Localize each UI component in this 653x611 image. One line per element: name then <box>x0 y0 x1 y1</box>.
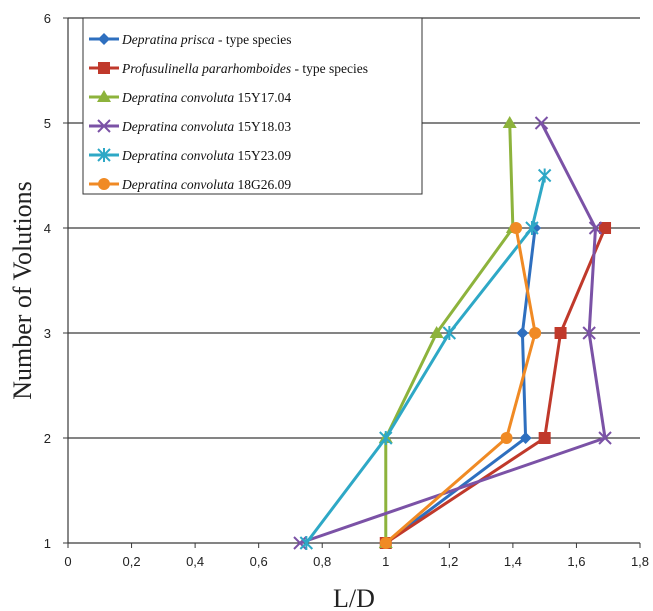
x-tick-label: 1,2 <box>440 554 458 569</box>
legend-label: Depratina convoluta 15Y18.03 <box>121 119 291 134</box>
x-tick-label: 0 <box>64 554 71 569</box>
data-point <box>299 536 314 550</box>
data-point <box>537 168 552 183</box>
legend: Depratina prisca - type species Profusuli… <box>82 17 423 195</box>
data-point <box>442 326 457 340</box>
legend-label: Depratina convoluta 15Y17.04 <box>121 90 291 105</box>
data-point <box>582 326 596 340</box>
legend-item: Profusulinella pararhomboides - type spe… <box>89 61 368 76</box>
legend-item: Depratina convoluta 15Y17.04 <box>89 90 291 105</box>
legend-item: Depratina convoluta 18G26.09 <box>89 177 291 192</box>
axes <box>63 17 641 548</box>
series-1 <box>379 222 542 549</box>
series-line <box>384 227 537 545</box>
series-group <box>293 116 612 550</box>
legend-swatch-marker <box>98 33 110 45</box>
legend-swatch-marker <box>97 148 111 162</box>
y-tick-label: 2 <box>44 431 51 446</box>
data-point <box>538 432 551 444</box>
data-point <box>379 537 392 549</box>
legend-label: Depratina convoluta 15Y23.09 <box>121 148 291 163</box>
series-line <box>384 227 607 545</box>
x-tick-label: 0,8 <box>313 554 331 569</box>
series-line <box>384 227 537 545</box>
data-point <box>502 116 517 128</box>
y-tick-label: 1 <box>44 536 51 551</box>
x-tick-labels: 0 0,2 0,4 0,6 0,8 1 1,2 1,4 1,6 1,8 <box>64 554 649 569</box>
data-point <box>516 327 529 339</box>
x-tick-label: 0,2 <box>123 554 141 569</box>
data-point <box>534 116 549 130</box>
legend-label: Depratina convoluta 18G26.09 <box>121 177 291 192</box>
data-point <box>588 221 603 235</box>
legend-swatch-marker <box>98 178 110 190</box>
data-point <box>554 327 567 339</box>
legend-swatch-marker <box>97 90 111 102</box>
legend-swatch-marker <box>97 119 111 133</box>
x-tick-label: 1,8 <box>631 554 649 569</box>
data-point <box>293 536 307 550</box>
data-point <box>510 222 523 234</box>
legend-label: Profusulinella pararhomboides - type spe… <box>121 61 368 76</box>
legend-box <box>82 17 423 195</box>
data-point <box>525 221 539 235</box>
data-point <box>429 326 444 338</box>
data-point <box>500 432 513 444</box>
y-tick-label: 6 <box>44 11 51 26</box>
x-tick-label: 0,6 <box>250 554 268 569</box>
x-tick-label: 1,6 <box>567 554 585 569</box>
y-tick-label: 5 <box>44 116 51 131</box>
x-tick-label: 0,4 <box>186 554 204 569</box>
data-point <box>519 432 532 444</box>
legend-item: Depratina convoluta 15Y18.03 <box>89 119 291 134</box>
legend-item: Depratina convoluta 15Y23.09 <box>89 148 291 163</box>
x-tick-label: 1,4 <box>504 554 522 569</box>
data-point <box>599 222 612 234</box>
x-axis-title: L/D <box>333 584 375 611</box>
series-5 <box>299 168 552 550</box>
y-tick-label: 4 <box>44 221 51 236</box>
legend-item: Depratina prisca - type species <box>89 32 291 47</box>
x-tick-label: 1 <box>382 554 389 569</box>
data-point <box>379 431 393 445</box>
legend-swatch-marker <box>98 62 110 74</box>
y-axis-title: Number of Volutions <box>8 181 37 400</box>
series-2 <box>379 222 612 549</box>
data-point <box>598 431 612 445</box>
data-point <box>529 327 542 339</box>
y-tick-label: 3 <box>44 326 51 341</box>
series-4 <box>293 116 612 550</box>
legend-label: Depratina prisca - type species <box>121 32 291 47</box>
series-6 <box>379 222 542 549</box>
y-tick-labels: 1 2 3 4 5 6 <box>44 11 51 551</box>
